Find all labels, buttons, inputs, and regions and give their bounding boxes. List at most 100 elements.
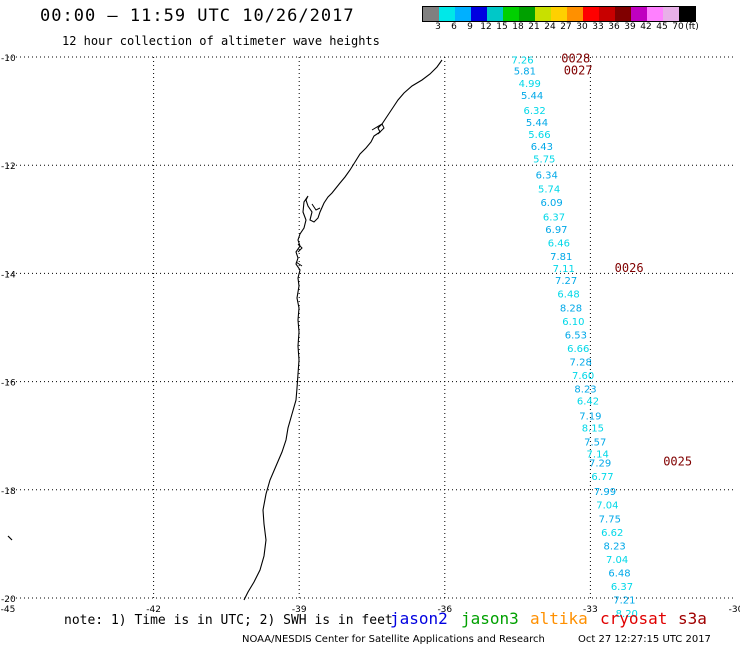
lon-tick-label: -30 [729,605,740,615]
coastline [243,59,443,601]
swh-value: 7.27 [555,276,577,287]
map-grid [8,56,736,599]
swh-value: 6.48 [608,568,630,579]
pass-time-label: 0028 [561,51,590,65]
lat-tick-label: -14 [1,270,16,280]
swh-value: 8.23 [604,541,626,552]
lon-tick-label: -39 [292,605,307,615]
page-title: 00:00 — 11:59 UTC 10/26/2017 [40,6,355,26]
legend-label: 70 [672,22,684,32]
footnote: note: 1) Time is in UTC; 2) SWH is in fe… [64,613,393,628]
lat-tick-label: -10 [1,54,16,64]
swh-value: 6.09 [540,198,562,209]
pass-time-label: 0027 [564,63,593,77]
swh-value: 7.57 [584,437,606,448]
swh-value: 6.37 [543,212,565,223]
swh-value: 6.48 [557,290,579,301]
legend-swatch [567,7,583,21]
legend-swatch [423,7,439,21]
lat-tick-label: -18 [1,487,16,497]
pass-time-label: 0026 [615,261,644,275]
swh-value: 7.11 [553,264,575,275]
generated-timestamp: Oct 27 12:27:15 UTC 2017 [578,634,711,645]
legend-label: 21 [528,22,540,32]
legend-label: 42 [640,22,652,32]
swh-value: 6.42 [577,396,599,407]
swh-value: 6.10 [562,317,584,328]
lon-tick-label: -33 [583,605,598,615]
swh-value: 4.99 [519,79,541,90]
legend-label: 24 [544,22,556,32]
legend-swatch [503,7,519,21]
swh-value: 8.28 [560,303,582,314]
legend-swatch [551,7,567,21]
swh-value: 7.04 [606,555,628,566]
legend-label: 33 [592,22,604,32]
legend-swatch [631,7,647,21]
credit-text: NOAA/NESDIS Center for Satellite Applica… [242,634,545,645]
legend-label: 45 [656,22,668,32]
color-legend [422,6,696,22]
swh-value: 7.26 [511,55,533,66]
legend-label: 6 [451,22,457,32]
legend-label: 39 [624,22,636,32]
swh-value: 6.32 [523,106,545,117]
swh-value: 7.28 [570,357,592,368]
swh-value: 5.44 [521,91,543,102]
legend-swatch [583,7,599,21]
legend-swatch [487,7,503,21]
legend-label: (ft) [685,22,699,32]
swh-value: 5.81 [514,66,536,77]
pass-time-label: 0025 [663,454,692,468]
legend-label: 12 [480,22,492,32]
legend-swatch [535,7,551,21]
swh-value: 6.97 [545,225,567,236]
swh-value: 8.23 [574,384,596,395]
satellite-jason2: jason2 [390,609,448,628]
satellite-cryosat: cryosat [600,609,668,628]
legend-swatch [471,7,487,21]
swh-value: 6.77 [591,472,613,483]
swh-value: 6.53 [565,330,587,341]
swh-value: 5.75 [533,154,555,165]
swh-value: 8.15 [582,423,604,434]
swh-value: 6.66 [567,344,589,355]
legend-swatch [599,7,615,21]
swh-value: 7.21 [613,595,635,606]
swh-value: 6.37 [611,582,633,593]
estuary-mark [295,203,321,267]
legend-swatch [615,7,631,21]
legend-swatch [455,7,471,21]
legend-swatch [663,7,679,21]
lat-tick-label: -20 [1,595,16,605]
swh-value: 7.04 [596,501,618,512]
legend-label: 36 [608,22,620,32]
lat-tick-label: -16 [1,379,16,389]
swh-value: 7.99 [594,487,616,498]
legend-label: 27 [560,22,572,32]
satellite-altika: altika [530,609,588,628]
legend-swatch [647,7,663,21]
swh-value: 7.29 [589,459,611,470]
swh-value: 5.66 [528,130,550,141]
legend-label: 18 [512,22,524,32]
swh-value: 7.81 [550,252,572,263]
legend-swatch [519,7,535,21]
lon-tick-label: -42 [146,605,161,615]
swh-value: 7.60 [572,371,594,382]
legend-label: 9 [467,22,473,32]
offshore-speck [7,535,13,541]
axis-ticks: -45 -42 -39 -36 -33 -30 -10 -12 -14 -16 -18 -20 [1,54,740,615]
altimeter-observations: 7.265.814.995.446.325.445.666.435.756.34… [511,55,638,619]
swh-value: 7.75 [599,514,621,525]
swh-value: 6.43 [531,142,553,153]
satellite-jason3: jason3 [461,609,519,628]
lat-tick-label: -12 [1,162,16,172]
swh-value: 7.19 [579,411,601,422]
legend-swatch [679,7,695,21]
swh-value: 8.20 [616,609,638,620]
swh-value: 5.44 [526,118,548,129]
lon-tick-label: -45 [1,605,16,615]
swh-value: 7.14 [587,449,609,460]
